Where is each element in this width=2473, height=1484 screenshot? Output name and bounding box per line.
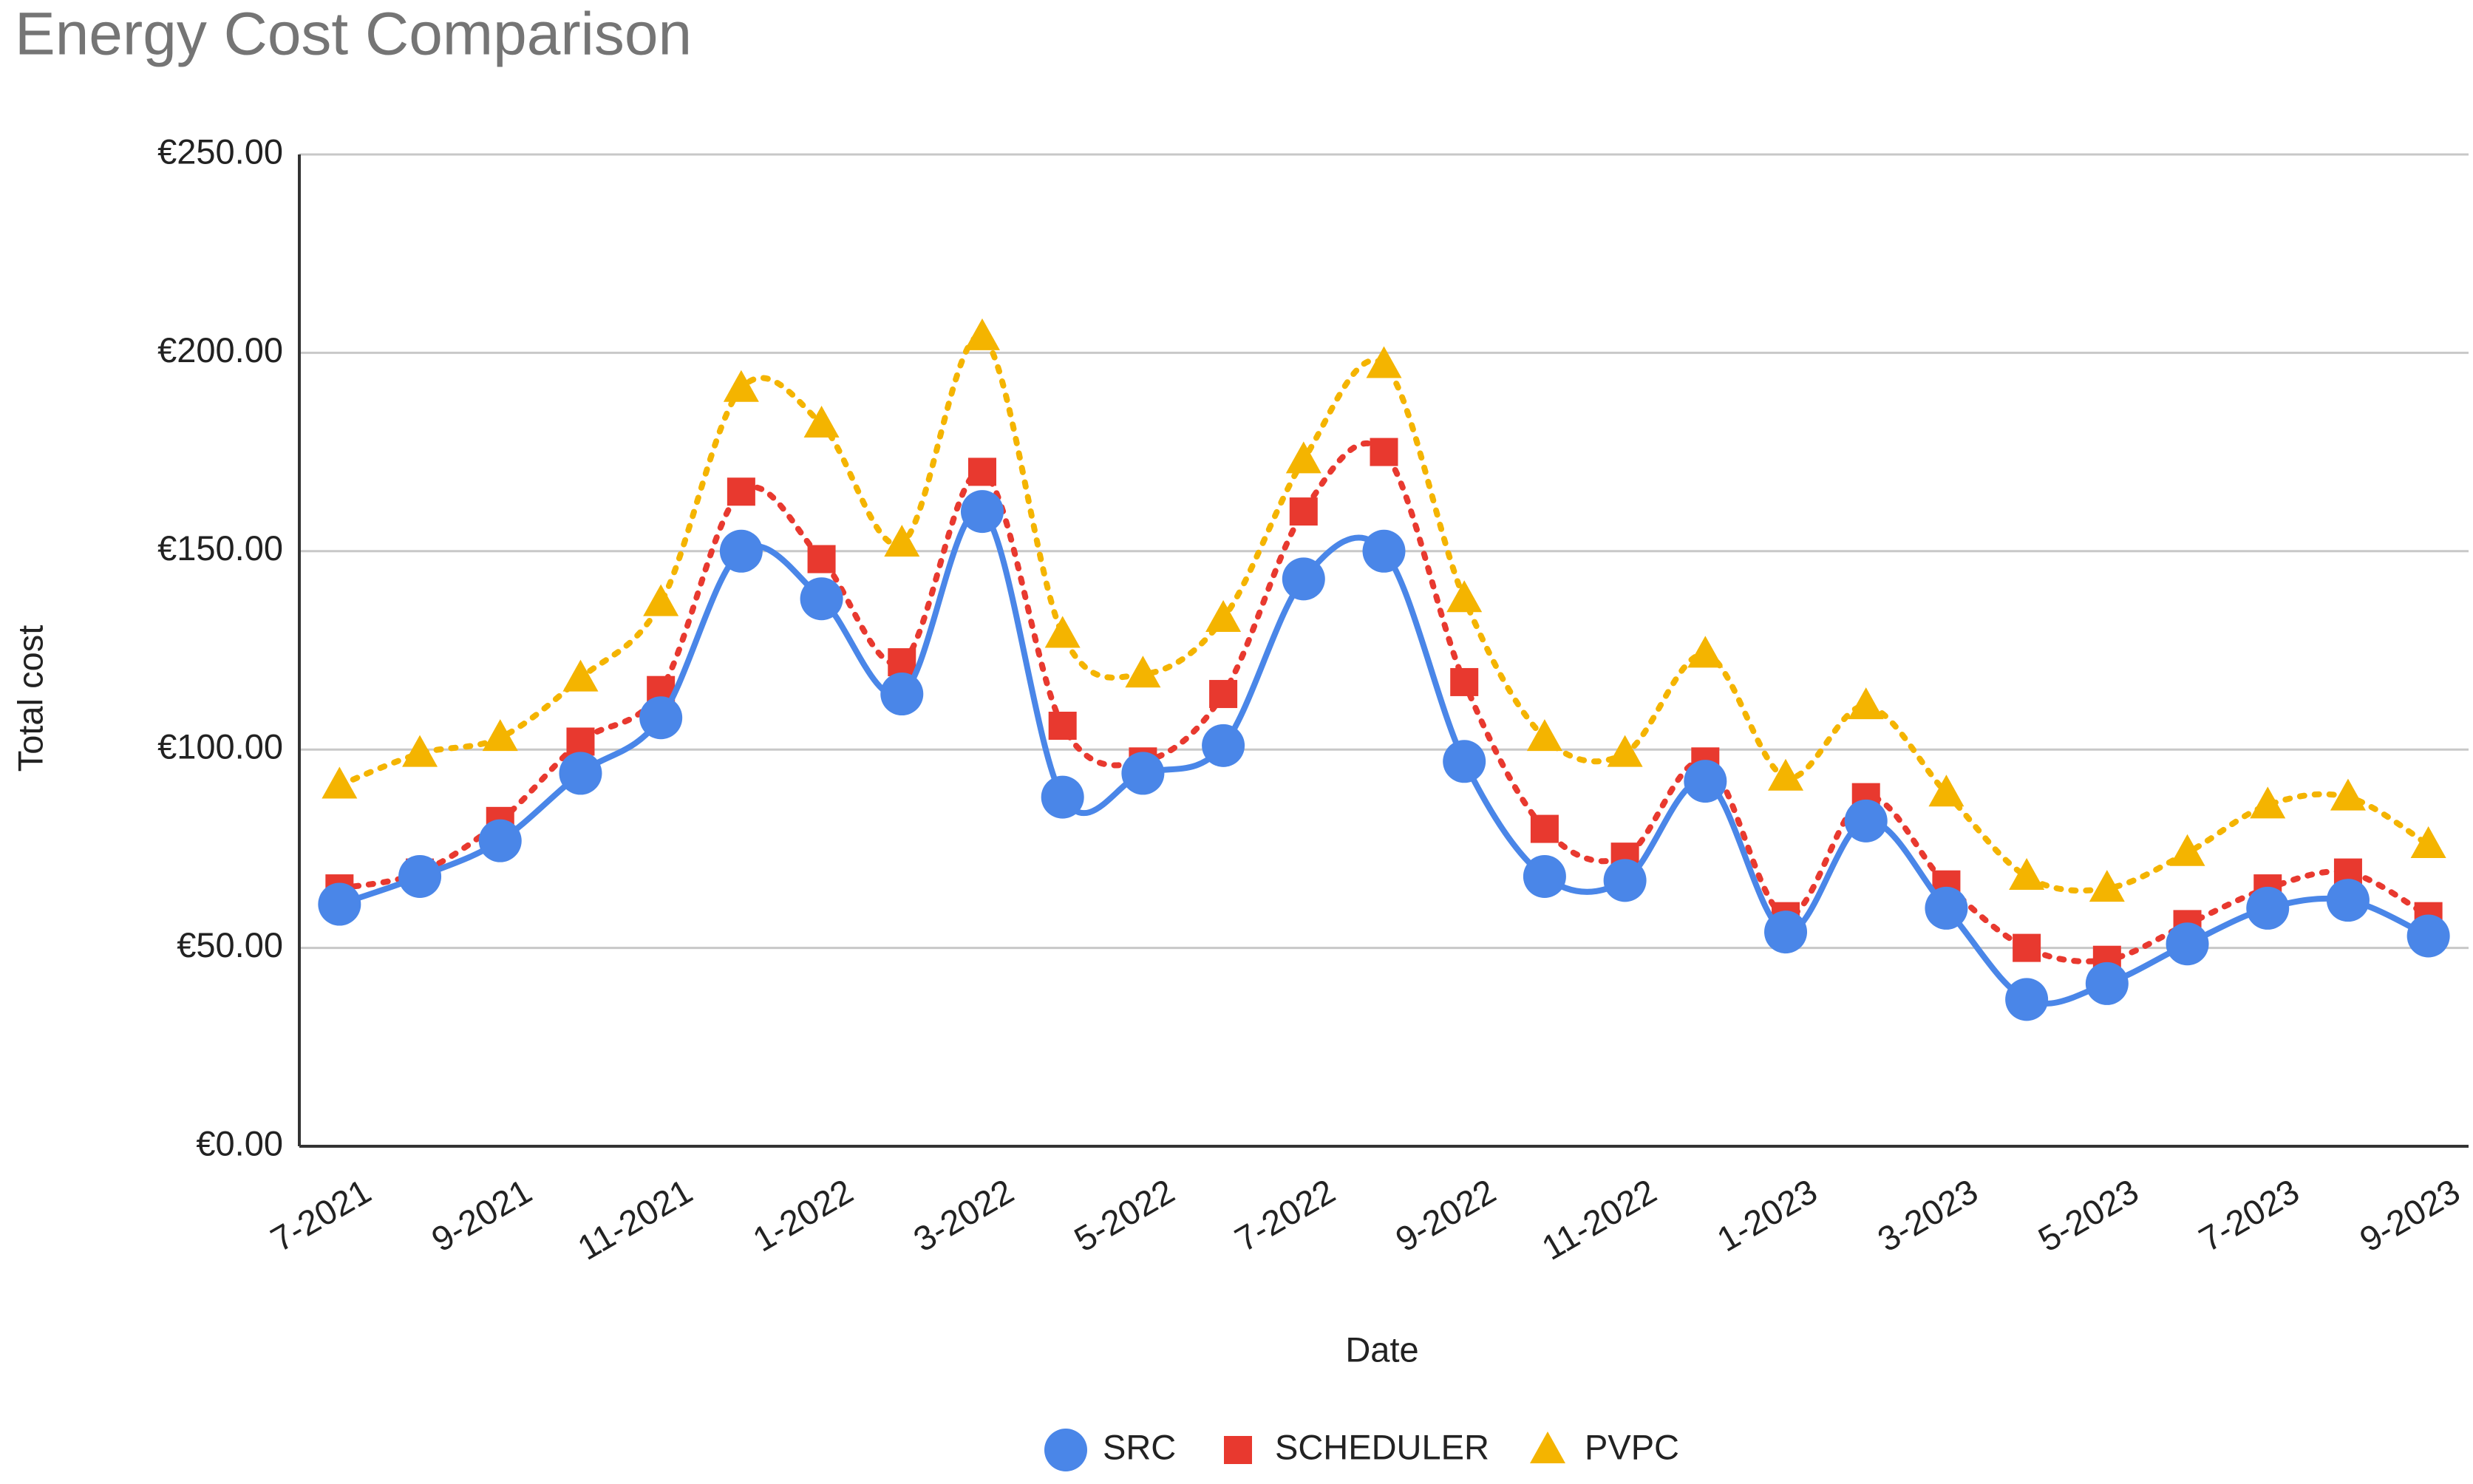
- marker: [643, 584, 679, 616]
- marker: [2250, 786, 2286, 819]
- marker: [1289, 497, 1318, 526]
- marker: [888, 648, 916, 677]
- marker: [1366, 346, 1402, 378]
- marker: [562, 659, 599, 692]
- marker: [1443, 740, 1486, 783]
- x-tick-label: 5-2023: [2032, 1171, 2145, 1259]
- x-tick-label: 1-2022: [746, 1171, 860, 1259]
- y-tick-label: €150.00: [157, 528, 283, 568]
- marker: [884, 525, 920, 557]
- marker: [1607, 735, 1643, 767]
- marker: [1202, 724, 1245, 767]
- x-tick-label: 9-2022: [1389, 1171, 1502, 1259]
- marker: [559, 752, 602, 795]
- marker: [1768, 758, 1804, 791]
- series-line: [336, 333, 2432, 894]
- marker: [2013, 933, 2041, 962]
- marker: [1048, 711, 1077, 740]
- y-tick-label: €200.00: [157, 330, 283, 370]
- marker: [964, 318, 1000, 350]
- legend-label: SCHEDULER: [1275, 1427, 1489, 1466]
- x-axis-label: Date: [1345, 1330, 1418, 1369]
- marker: [1450, 667, 1479, 696]
- marker: [2005, 978, 2049, 1021]
- marker: [2166, 922, 2209, 966]
- x-tick-label: 3-2023: [1871, 1171, 1984, 1259]
- marker: [1041, 775, 1084, 819]
- series-line: [336, 440, 2432, 964]
- marker: [2169, 834, 2205, 866]
- marker: [1125, 656, 1161, 688]
- marker: [322, 766, 358, 799]
- marker: [1285, 441, 1321, 474]
- marker: [2326, 879, 2370, 922]
- legend-marker: [1044, 1429, 1087, 1471]
- marker: [1282, 557, 1325, 601]
- marker: [1603, 859, 1647, 902]
- marker: [1684, 760, 1727, 803]
- marker: [1209, 680, 1238, 709]
- marker: [2330, 778, 2366, 811]
- x-tick-label: 9-2023: [2353, 1171, 2466, 1259]
- marker: [1526, 719, 1562, 752]
- marker: [1205, 600, 1242, 633]
- marker: [2406, 914, 2450, 958]
- marker: [1044, 616, 1081, 648]
- x-tick-label: 9-2021: [425, 1171, 538, 1259]
- x-tick-label: 11-2021: [571, 1171, 699, 1267]
- marker: [1362, 529, 1406, 573]
- x-tick-label: 11-2022: [1535, 1171, 1663, 1267]
- y-axis-label: Total cost: [10, 625, 50, 772]
- marker: [727, 477, 755, 506]
- marker: [1446, 580, 1483, 613]
- marker: [880, 673, 924, 716]
- x-tick-label: 7-2021: [264, 1171, 377, 1259]
- x-tick-label: 3-2022: [907, 1171, 1020, 1259]
- marker: [2009, 857, 2045, 890]
- marker: [723, 370, 759, 402]
- marker: [2085, 961, 2129, 1005]
- series-line: [336, 507, 2432, 1007]
- marker: [960, 490, 1004, 534]
- marker: [639, 696, 683, 740]
- marker: [478, 819, 522, 862]
- x-tick-label: 7-2022: [1228, 1171, 1341, 1259]
- marker: [719, 529, 763, 573]
- marker: [1925, 886, 1968, 930]
- y-tick-label: €250.00: [157, 132, 283, 171]
- marker: [1848, 687, 1884, 720]
- legend-label: SRC: [1103, 1427, 1176, 1466]
- marker: [1764, 911, 1808, 954]
- x-tick-label: 5-2022: [1067, 1171, 1180, 1259]
- y-tick-label: €100.00: [157, 727, 283, 766]
- chart-title: Energy Cost Comparison: [15, 1, 692, 68]
- marker: [1687, 636, 1724, 668]
- marker: [1530, 814, 1559, 843]
- marker: [482, 719, 518, 752]
- marker: [967, 457, 996, 486]
- legend-label: PVPC: [1585, 1427, 1679, 1466]
- y-tick-label: €50.00: [177, 925, 283, 964]
- marker: [1928, 775, 1965, 807]
- x-tick-label: 7-2023: [2192, 1171, 2305, 1259]
- marker: [803, 406, 840, 438]
- marker: [1523, 854, 1566, 898]
- marker: [1121, 752, 1165, 795]
- marker: [1844, 799, 1888, 843]
- marker: [2089, 870, 2125, 902]
- marker: [566, 727, 595, 756]
- legend-marker: [1224, 1436, 1252, 1464]
- marker: [2410, 826, 2446, 859]
- y-tick-label: €0.00: [196, 1123, 283, 1163]
- marker: [2246, 886, 2290, 930]
- x-tick-label: 1-2023: [1710, 1171, 1823, 1259]
- legend-marker: [1530, 1432, 1565, 1463]
- marker: [1370, 438, 1398, 466]
- marker: [807, 545, 836, 573]
- marker: [800, 577, 843, 621]
- marker: [318, 882, 361, 926]
- marker: [402, 735, 438, 767]
- marker: [398, 854, 442, 898]
